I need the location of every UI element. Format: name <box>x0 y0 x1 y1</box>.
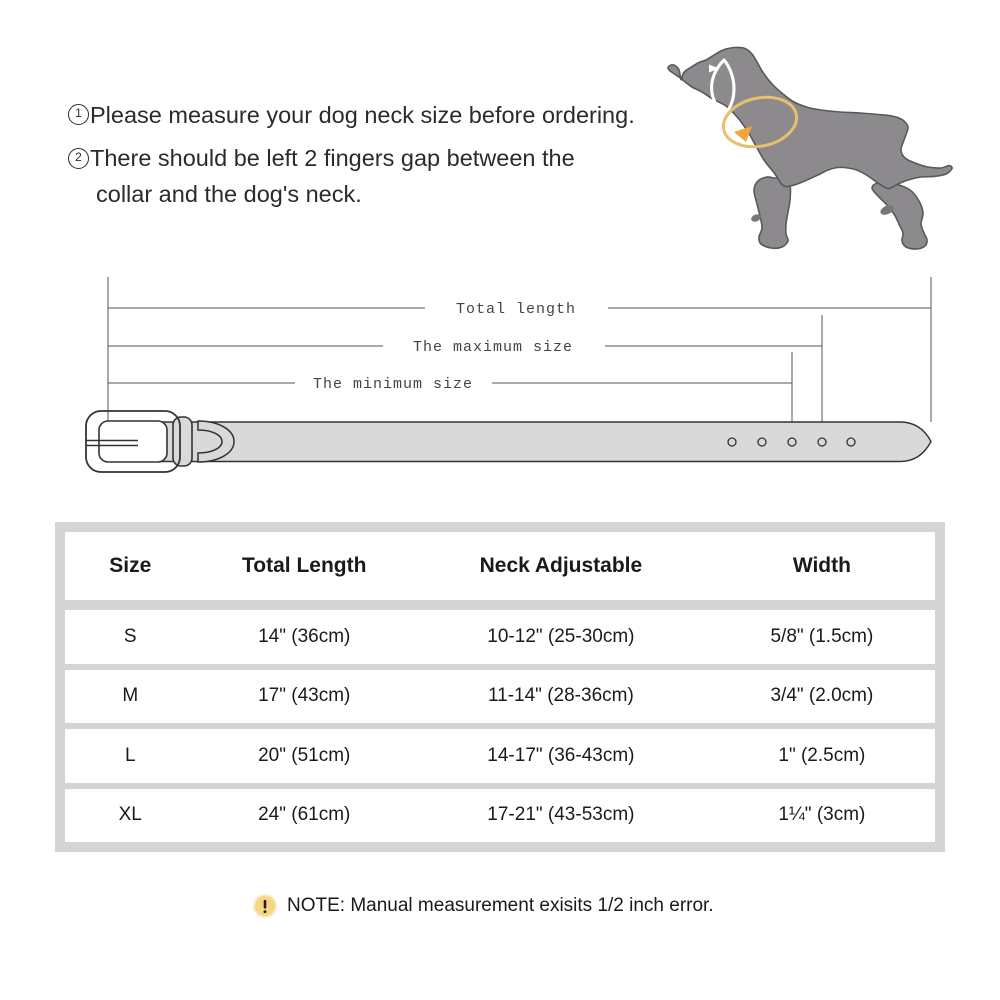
svg-text:The minimum size: The minimum size <box>313 376 473 393</box>
svg-text:The maximum size: The maximum size <box>413 339 573 356</box>
svg-text:Total length: Total length <box>456 301 576 318</box>
